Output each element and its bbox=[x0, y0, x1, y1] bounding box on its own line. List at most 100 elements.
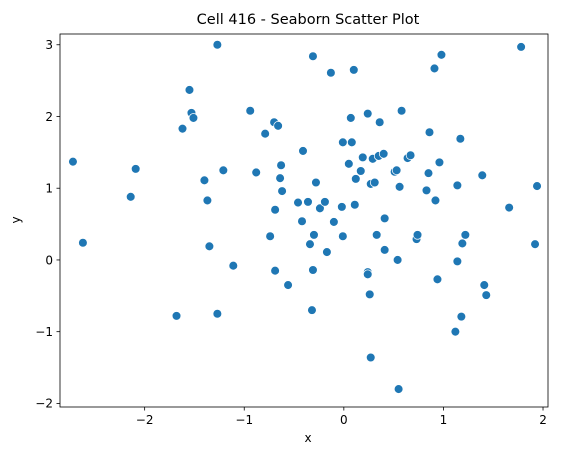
y-tick-label: 1 bbox=[45, 182, 53, 196]
plot-frame bbox=[59, 33, 549, 408]
data-point bbox=[479, 280, 490, 290]
data-point bbox=[392, 255, 403, 265]
x-tick-label: 1 bbox=[440, 413, 448, 427]
data-point bbox=[298, 146, 308, 156]
data-point bbox=[171, 311, 182, 321]
data-point bbox=[199, 175, 210, 186]
data-point bbox=[412, 230, 423, 240]
data-point bbox=[265, 231, 275, 242]
data-point bbox=[184, 85, 195, 95]
data-point bbox=[350, 199, 360, 210]
data-point bbox=[452, 180, 463, 191]
data-point bbox=[421, 185, 432, 196]
data-point bbox=[245, 105, 255, 116]
data-point bbox=[452, 256, 463, 267]
data-point bbox=[423, 168, 434, 178]
data-point bbox=[347, 137, 357, 148]
x-tick-label: −2 bbox=[136, 413, 154, 427]
data-point bbox=[305, 239, 315, 249]
data-point bbox=[308, 265, 318, 275]
data-point bbox=[303, 197, 313, 207]
data-point bbox=[338, 137, 348, 148]
data-point bbox=[394, 182, 405, 192]
plot-area: −2 −1 0 1 2 −2 −1 0 1 2 3 bbox=[35, 33, 549, 427]
data-point bbox=[311, 177, 321, 188]
data-point bbox=[204, 241, 215, 252]
data-point bbox=[371, 230, 382, 240]
x-axis-label: x bbox=[304, 431, 311, 445]
data-point bbox=[532, 181, 542, 191]
data-point bbox=[275, 173, 285, 183]
data-point bbox=[270, 265, 280, 276]
data-point bbox=[396, 105, 407, 116]
y-tick-label: −2 bbox=[35, 397, 53, 411]
data-point bbox=[460, 230, 471, 240]
data-point bbox=[393, 384, 404, 394]
data-point bbox=[283, 280, 293, 290]
data-point bbox=[344, 159, 354, 169]
data-point bbox=[326, 67, 336, 78]
data-point bbox=[68, 156, 78, 167]
data-point bbox=[260, 128, 270, 139]
data-point bbox=[125, 192, 136, 202]
data-point bbox=[365, 352, 376, 363]
data-point bbox=[212, 308, 223, 319]
data-point bbox=[273, 121, 283, 131]
data-point bbox=[362, 108, 373, 119]
data-point bbox=[177, 123, 188, 134]
data-point bbox=[429, 63, 440, 74]
data-point bbox=[457, 238, 468, 249]
data-point bbox=[355, 166, 366, 176]
data-point bbox=[477, 170, 488, 181]
data-point bbox=[405, 150, 416, 160]
data-point bbox=[434, 157, 445, 168]
data-point bbox=[357, 152, 368, 163]
chart-title: Cell 416 - Seaborn Scatter Plot bbox=[197, 12, 420, 28]
data-point bbox=[277, 186, 287, 196]
data-point bbox=[329, 217, 339, 227]
data-point bbox=[379, 245, 390, 255]
data-point bbox=[450, 326, 461, 337]
data-point bbox=[270, 204, 280, 215]
y-axis-label: y bbox=[9, 216, 23, 223]
data-point bbox=[251, 167, 261, 178]
data-point bbox=[293, 197, 303, 208]
data-point bbox=[212, 39, 223, 50]
data-point bbox=[202, 195, 213, 206]
data-point bbox=[315, 203, 325, 214]
data-point bbox=[349, 65, 359, 75]
data-point bbox=[364, 289, 375, 300]
data-point bbox=[78, 237, 88, 248]
y-tick-label: 2 bbox=[45, 110, 53, 124]
data-point bbox=[276, 160, 286, 171]
data-point bbox=[337, 202, 347, 212]
data-point bbox=[346, 113, 356, 123]
data-point bbox=[456, 311, 467, 322]
data-point bbox=[362, 269, 373, 280]
y-tick-label: 3 bbox=[45, 38, 53, 52]
x-tick-label: 2 bbox=[539, 413, 547, 427]
data-point bbox=[455, 133, 466, 144]
data-point bbox=[130, 164, 141, 174]
data-point bbox=[320, 197, 330, 207]
data-point bbox=[308, 51, 318, 62]
data-point bbox=[391, 165, 402, 176]
data-point bbox=[322, 247, 332, 257]
data-point bbox=[530, 239, 540, 249]
data-point bbox=[188, 113, 199, 123]
data-point bbox=[218, 165, 229, 176]
x-tick-label: 0 bbox=[340, 413, 348, 427]
data-point bbox=[369, 177, 380, 188]
data-point bbox=[430, 195, 441, 206]
data-point bbox=[378, 149, 389, 159]
data-point bbox=[481, 290, 492, 300]
data-point bbox=[436, 50, 447, 60]
data-point bbox=[228, 260, 239, 271]
y-tick-label: 0 bbox=[45, 253, 53, 267]
data-point bbox=[297, 216, 307, 226]
data-point bbox=[516, 42, 526, 52]
data-point bbox=[424, 127, 435, 138]
data-point bbox=[374, 117, 385, 128]
data-point bbox=[309, 230, 319, 240]
data-point bbox=[307, 305, 317, 315]
